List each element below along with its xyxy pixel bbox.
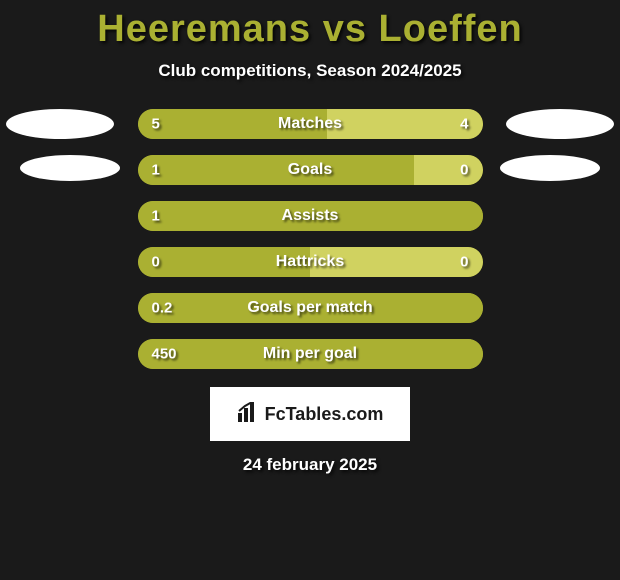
stats-area: 5 4 Matches 1 0 Goals 1 Assists 0 0 Hattricks 0.2 Go… [0,109,620,369]
stat-value-left: 0.2 [152,300,173,317]
comparison-card: Heeremans vs Loeffen Club competitions, … [0,0,620,580]
player-right-ellipse-2 [500,155,600,181]
stat-label: Goals per match [247,299,372,317]
date-text: 24 february 2025 [243,455,377,475]
stat-value-left: 0 [152,254,160,271]
stat-value-right: 4 [460,116,468,133]
stat-bars: 5 4 Matches 1 0 Goals 1 Assists 0 0 Hattricks 0.2 Go… [138,109,483,369]
stat-bar-left [138,155,414,185]
stat-row: 450 Min per goal [138,339,483,369]
page-title: Heeremans vs Loeffen [97,8,523,51]
stat-row: 5 4 Matches [138,109,483,139]
stat-row: 1 0 Goals [138,155,483,185]
player-right-ellipse-1 [506,109,614,139]
stat-label: Assists [282,207,339,225]
watermark-text: FcTables.com [265,404,384,425]
stat-value-left: 1 [152,162,160,179]
stat-value-right: 0 [460,254,468,271]
stat-value-left: 450 [152,346,177,363]
watermark-badge: FcTables.com [210,387,410,441]
stat-value-left: 5 [152,116,160,133]
chart-icon [237,402,259,426]
player-left-ellipse-1 [6,109,114,139]
stat-value-left: 1 [152,208,160,225]
stat-row: 0 0 Hattricks [138,247,483,277]
stat-label: Matches [278,115,342,133]
stat-label: Hattricks [276,253,344,271]
stat-label: Min per goal [263,345,357,363]
stat-bar-right [414,155,483,185]
page-subtitle: Club competitions, Season 2024/2025 [158,61,461,81]
stat-row: 1 Assists [138,201,483,231]
stat-value-right: 0 [460,162,468,179]
stat-row: 0.2 Goals per match [138,293,483,323]
stat-label: Goals [288,161,332,179]
player-left-ellipse-2 [20,155,120,181]
